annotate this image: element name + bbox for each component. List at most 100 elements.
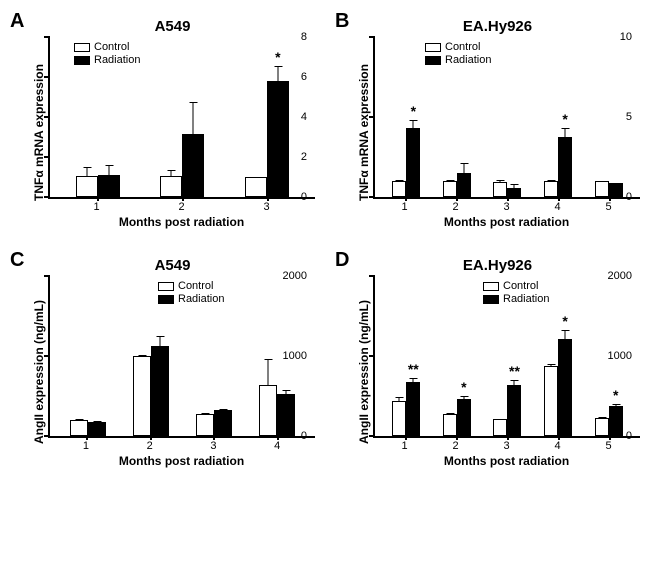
- panel-d: D EA.Hy926 AngII expression (ng/mL)0100020…: [335, 249, 640, 468]
- panel-c: C A549AngII expression (ng/mL)010002000Co…: [10, 249, 315, 468]
- bar-group: [493, 182, 521, 197]
- panel-a: A A549 TNFα mRNA expression02468ControlRad…: [10, 10, 315, 229]
- bar-control: [493, 419, 507, 436]
- x-axis-label: Months post radiation: [48, 454, 315, 468]
- chart-body: TNFα mRNA expression02468ControlRadiatio…: [30, 37, 315, 229]
- error-bar: [615, 404, 616, 407]
- x-tick-label: 2: [442, 201, 470, 213]
- bar-radiation: [457, 173, 471, 197]
- chart-wrap: A549 TNFα mRNA expression02468ControlRadi…: [30, 18, 315, 229]
- chart-wrap: A549AngII expression (ng/mL)010002000Con…: [30, 257, 315, 468]
- x-ticks: 12345: [373, 201, 640, 213]
- x-tick-label: 3: [493, 201, 521, 213]
- plot-column: 010002000ControlRadiation 1234 Months post…: [48, 276, 315, 468]
- chart-body: AngII expression (ng/mL)010002000Control…: [355, 276, 640, 468]
- error-bar: [449, 413, 450, 415]
- bar-group: *: [595, 406, 623, 436]
- error-bar: [223, 409, 224, 411]
- bar-group: *: [544, 339, 572, 436]
- error-bar: [514, 184, 515, 189]
- plot-area: 02468ControlRadiation*: [48, 37, 315, 199]
- bar-group: **: [493, 385, 521, 436]
- bar-radiation: *: [267, 81, 289, 197]
- bar-control: [595, 418, 609, 436]
- chart-title: A549: [30, 18, 315, 35]
- plot-column: 0510ControlRadiation**12345Months post r…: [373, 37, 640, 229]
- error-bar: [399, 397, 400, 402]
- error-bar: [159, 336, 160, 346]
- bar-group: [76, 175, 120, 197]
- bar-radiation: **: [406, 382, 420, 436]
- bar-control: [133, 356, 151, 436]
- x-axis-label: Months post radiation: [48, 215, 315, 229]
- bar-radiation: [507, 188, 521, 197]
- chart-wrap: EA.Hy926TNFα mRNA expression0510ControlR…: [355, 18, 640, 229]
- error-bar: [565, 330, 566, 340]
- bar-radiation: *: [558, 339, 572, 436]
- error-bar: [277, 66, 278, 82]
- significance-marker: *: [275, 50, 280, 64]
- y-axis-label: TNFα mRNA expression: [355, 37, 373, 229]
- panel-letter: C: [10, 249, 24, 272]
- error-bar: [514, 380, 515, 386]
- bar-control: [544, 181, 558, 197]
- bar-radiation: [609, 183, 623, 197]
- error-bar: [205, 413, 206, 415]
- error-bar: [141, 355, 142, 357]
- error-bar: [193, 102, 194, 135]
- significance-marker: *: [461, 380, 466, 394]
- bar-group: [70, 420, 106, 436]
- bar-group: [595, 181, 623, 197]
- bar-group: [160, 134, 204, 197]
- error-bar: [413, 120, 414, 129]
- bar-group: [259, 385, 295, 436]
- bar-control: [443, 414, 457, 436]
- error-bar: [96, 421, 97, 423]
- error-bar: [615, 183, 616, 185]
- x-tick-label: 4: [259, 440, 295, 452]
- bar-radiation: *: [457, 399, 471, 436]
- panel-letter: D: [335, 249, 349, 272]
- error-bar: [500, 180, 501, 182]
- significance-marker: *: [411, 104, 416, 118]
- y-axis-label: AngII expression (ng/mL): [355, 276, 373, 468]
- significance-marker: **: [408, 362, 419, 376]
- x-ticks: 1 2 3: [48, 201, 315, 213]
- bar-radiation: *: [609, 406, 623, 436]
- bar-radiation: **: [507, 385, 521, 436]
- bar-group: *: [245, 81, 289, 197]
- plot-area: 0510ControlRadiation**: [373, 37, 640, 199]
- bar-radiation: [277, 394, 295, 436]
- bar-radiation: [88, 422, 106, 436]
- error-bar: [565, 128, 566, 138]
- chart-body: TNFα mRNA expression0510ControlRadiation…: [355, 37, 640, 229]
- bar-control: [544, 366, 558, 436]
- bar-group: *: [544, 137, 572, 197]
- plot-area: 010002000ControlRadiation: [48, 276, 315, 438]
- bar-group: *: [443, 399, 471, 436]
- x-tick-label: 2: [160, 201, 204, 213]
- bar-control: [70, 420, 88, 436]
- x-tick-label: 2: [442, 440, 470, 452]
- x-tick-label: 5: [595, 201, 623, 213]
- panel-b: BEA.Hy926TNFα mRNA expression0510Control…: [335, 10, 640, 229]
- bar-control: [160, 176, 182, 197]
- bar-radiation: [98, 175, 120, 197]
- plot-area: 010002000ControlRadiation*******: [373, 276, 640, 438]
- error-bar: [500, 419, 501, 421]
- x-tick-label: 1: [391, 201, 419, 213]
- bar-radiation: *: [406, 128, 420, 197]
- x-tick-label: 1: [75, 201, 119, 213]
- error-bar: [601, 417, 602, 419]
- x-ticks: 1234: [48, 440, 315, 452]
- chart-title: EA.Hy926: [355, 257, 640, 274]
- panel-letter: A: [10, 10, 24, 33]
- bar-radiation: [214, 410, 232, 436]
- bar-control: [392, 181, 406, 197]
- bars-container: *******: [375, 276, 640, 436]
- x-tick-label: 3: [245, 201, 289, 213]
- significance-marker: *: [562, 112, 567, 126]
- chart-title: A549: [30, 257, 315, 274]
- bar-group: [196, 410, 232, 436]
- bars-container: [50, 276, 315, 436]
